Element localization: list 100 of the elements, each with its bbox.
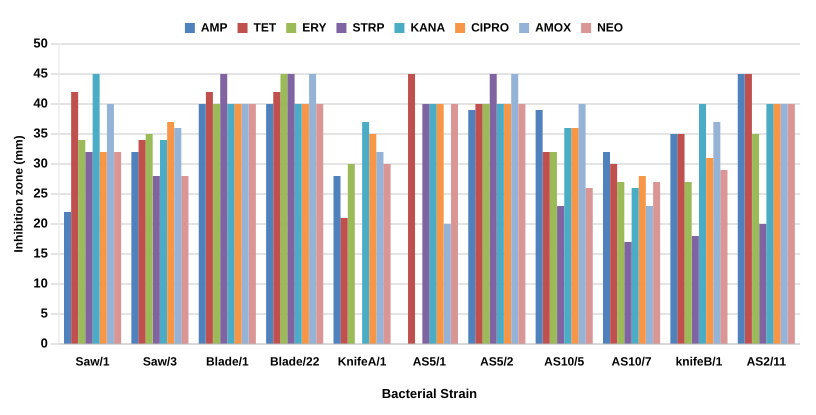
legend-label: AMP <box>200 20 228 34</box>
bar <box>131 152 138 344</box>
bar <box>316 104 324 344</box>
bar <box>362 122 370 344</box>
y-tick-label: 30 <box>33 156 48 171</box>
bar <box>759 224 766 344</box>
bar <box>536 110 543 344</box>
x-tick-label: Blade/1 <box>206 354 249 369</box>
bar <box>348 164 355 344</box>
y-tick-label: 40 <box>33 96 48 111</box>
bar <box>160 140 168 344</box>
bar <box>430 104 437 344</box>
bar <box>309 74 316 344</box>
bar <box>138 140 146 344</box>
y-axis-title: Inhibition zone (mm) <box>12 135 26 253</box>
bar <box>450 104 458 344</box>
bar <box>738 74 745 344</box>
bar <box>198 104 206 344</box>
bar <box>496 104 504 344</box>
x-tick-label: AS10/7 <box>612 354 652 369</box>
y-tick-label: 25 <box>33 186 48 201</box>
bar <box>617 182 624 344</box>
bar <box>518 104 526 344</box>
bar <box>100 152 107 344</box>
bar <box>340 218 348 344</box>
bar <box>444 224 451 344</box>
y-tick-label: 20 <box>33 216 48 231</box>
bar <box>273 92 280 344</box>
x-tick-label: Saw/1 <box>76 354 110 369</box>
bar <box>720 170 728 344</box>
x-tick-label: knifeB/1 <box>676 354 723 369</box>
bar <box>706 158 714 344</box>
y-tick-label: 10 <box>33 276 48 291</box>
x-tick-label: Blade/22 <box>270 354 320 369</box>
bar <box>174 128 182 344</box>
bar <box>302 104 309 344</box>
legend-label: CIPRO <box>471 20 510 34</box>
bar <box>220 74 228 344</box>
bar <box>713 122 720 344</box>
bar <box>646 206 653 344</box>
y-tick-label: 45 <box>33 66 48 81</box>
bar <box>692 236 699 344</box>
bar <box>624 242 632 344</box>
bar <box>288 74 295 344</box>
y-tick-label: 15 <box>33 246 48 261</box>
bar <box>557 206 564 344</box>
bar <box>266 104 274 344</box>
bar <box>678 134 685 344</box>
bar <box>578 104 586 344</box>
legend-label: AMOX <box>535 20 572 34</box>
x-tick-label: Saw/3 <box>142 354 178 369</box>
legend-label: TET <box>254 20 277 34</box>
bar <box>504 104 512 344</box>
bar <box>213 104 220 344</box>
bar <box>106 104 114 344</box>
y-tick-label: 50 <box>33 36 48 51</box>
x-tick-label: KnifeA/1 <box>338 354 387 369</box>
bar <box>788 104 795 344</box>
bar <box>146 134 153 344</box>
bar <box>744 74 752 344</box>
x-tick-label: AS2/11 <box>746 354 786 369</box>
bar <box>699 104 706 344</box>
bar <box>294 104 302 344</box>
bar <box>475 104 482 344</box>
bar <box>774 104 781 344</box>
bar <box>550 152 557 344</box>
bar <box>206 92 213 344</box>
bar <box>602 152 610 344</box>
bar <box>780 104 788 344</box>
bar <box>752 134 760 344</box>
bar <box>468 110 476 344</box>
bar <box>684 182 692 344</box>
bar <box>670 134 678 344</box>
bar <box>181 176 188 344</box>
bar <box>408 74 416 344</box>
bar <box>64 212 71 344</box>
bar <box>92 74 100 344</box>
x-tick-label: AS5/1 <box>412 354 446 369</box>
bar <box>490 74 497 344</box>
bar <box>369 134 376 344</box>
bar <box>571 128 578 344</box>
legend-label: STRP <box>352 20 384 34</box>
bar <box>436 104 444 344</box>
bar <box>78 140 86 344</box>
x-tick-label: AS10/5 <box>544 354 585 369</box>
bar <box>511 74 518 344</box>
bar <box>248 104 256 344</box>
x-axis-title: Bacterial Strain <box>382 386 478 401</box>
bar <box>71 92 78 344</box>
bar <box>167 122 174 344</box>
bar <box>114 152 122 344</box>
bar <box>234 104 242 344</box>
bar <box>632 188 639 344</box>
bar <box>333 176 341 344</box>
bar <box>227 104 234 344</box>
x-tick-label: AS5/2 <box>480 354 514 369</box>
bar <box>384 164 391 344</box>
y-tick-label: 0 <box>40 336 48 351</box>
legend-label: NEO <box>597 20 624 34</box>
bar <box>280 74 288 344</box>
